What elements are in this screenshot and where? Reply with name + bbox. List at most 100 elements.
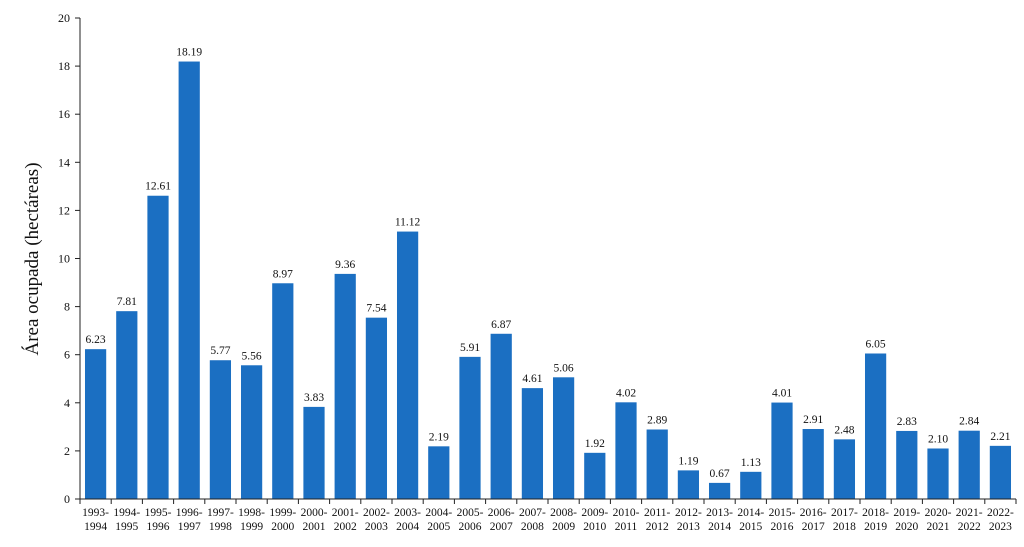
x-tick-label: 2004- 2005 <box>425 507 452 533</box>
bar-value-label: 2.84 <box>959 416 979 428</box>
x-tick-label-line: 2022- <box>987 507 1014 519</box>
x-tick-label: 2010- 2011 <box>613 507 640 533</box>
x-tick-label: 1999- 2000 <box>269 507 296 533</box>
bar <box>802 429 824 499</box>
x-tick-label-line: 2013- <box>706 507 733 519</box>
x-tick-label-line: 2007- <box>519 507 546 519</box>
bar <box>84 349 107 499</box>
x-tick-label-line: 2007 <box>490 521 513 533</box>
x-tick-label-line: 2015 <box>739 521 762 533</box>
bar <box>833 439 856 499</box>
x-tick-label: 2013- 2014 <box>706 507 733 533</box>
bar <box>178 61 200 500</box>
x-tick-label: 2016- 2017 <box>800 507 827 533</box>
bar-value-label: 2.21 <box>990 431 1010 443</box>
bar <box>927 448 949 499</box>
x-tick-label: 2003- 2004 <box>394 507 421 533</box>
x-tick-label-line: 2010- <box>613 507 640 519</box>
bar <box>771 402 793 499</box>
x-tick-label-line: 2018 <box>833 521 856 533</box>
x-tick-label-line: 2008- <box>550 507 577 519</box>
x-tick-label-line: 2013 <box>677 521 700 533</box>
x-tick-label: 2002- 2003 <box>363 507 390 533</box>
y-tick-label: 8 <box>64 300 70 314</box>
bar <box>303 406 325 499</box>
x-tick-label: 2019- 2020 <box>893 507 920 533</box>
bar-value-label: 1.92 <box>585 438 605 450</box>
x-tick-label-line: 2016 <box>771 521 794 533</box>
y-tick-label: 4 <box>64 396 70 410</box>
x-tick-label: 2021- 2022 <box>956 507 983 533</box>
x-tick-label: 1996- 1997 <box>176 507 203 533</box>
bar <box>459 356 481 499</box>
bar <box>334 273 356 499</box>
bar <box>521 388 544 499</box>
x-tick-label-line: 2018- <box>862 507 889 519</box>
bar-value-label: 5.77 <box>210 345 230 357</box>
bar-value-label: 18.19 <box>176 47 202 59</box>
x-tick-label: 2015- 2016 <box>769 507 796 533</box>
y-axis-label: Área ocupada (hectáreas) <box>21 162 43 355</box>
x-tick-label-line: 2009- <box>581 507 608 519</box>
bar-value-label: 6.87 <box>491 319 511 331</box>
x-tick-label-line: 2014- <box>737 507 764 519</box>
x-axis-ticks: 1993- 1994 1994- 1995 1995- 1996 1996- 1997 1997… <box>79 499 1017 533</box>
x-tick-label-line: 2008 <box>521 521 544 533</box>
bar <box>240 365 263 499</box>
bar-value-label: 1.19 <box>678 455 698 467</box>
bar <box>708 482 731 499</box>
bar <box>958 430 980 499</box>
x-tick-label-line: 2003- <box>394 507 421 519</box>
x-tick-label-line: 1997 <box>178 521 201 533</box>
x-tick-label-line: 2005- <box>457 507 484 519</box>
x-tick-label-line: 2017- <box>831 507 858 519</box>
bar <box>677 470 700 499</box>
bar <box>740 471 762 499</box>
x-tick-label-line: 2012 <box>646 521 669 533</box>
bar <box>989 445 1012 499</box>
x-tick-label-line: 2023 <box>989 521 1012 533</box>
x-tick-label-line: 1997- <box>207 507 234 519</box>
bar-value-label: 7.54 <box>366 303 386 315</box>
x-tick-label: 1997- 1998 <box>207 507 234 533</box>
x-tick-label-line: 1999 <box>240 521 263 533</box>
x-tick-label-line: 2002 <box>334 521 357 533</box>
x-tick-label: 2009- 2010 <box>581 507 608 533</box>
x-tick-label: 1993- 1994 <box>82 507 109 533</box>
x-tick-label: 2017- 2018 <box>831 507 858 533</box>
x-tick-label-line: 2006- <box>488 507 515 519</box>
y-tick-label: 12 <box>58 203 70 217</box>
x-tick-label: 2011- 2012 <box>644 507 671 533</box>
x-tick-label-line: 2017 <box>802 521 825 533</box>
bar <box>864 353 887 499</box>
x-tick-label-line: 2021 <box>927 521 950 533</box>
bar-value-label: 5.06 <box>554 362 574 374</box>
x-tick-label-line: 2004 <box>396 521 419 533</box>
x-tick-label-line: 2001 <box>303 521 326 533</box>
bar-value-label: 0.67 <box>710 468 730 480</box>
bar <box>272 283 294 499</box>
x-tick-label-line: 2000- <box>301 507 328 519</box>
x-tick-label-line: 1999- <box>269 507 296 519</box>
x-tick-label: 2014- 2015 <box>737 507 764 533</box>
x-tick-label-line: 2003 <box>365 521 388 533</box>
bar <box>584 452 606 499</box>
y-tick-label: 0 <box>64 492 70 506</box>
bar <box>896 430 918 499</box>
x-tick-label-line: 2021- <box>956 507 983 519</box>
bar <box>147 195 169 500</box>
bar-value-label: 2.19 <box>429 431 449 443</box>
x-tick-label: 1995- 1996 <box>145 507 172 533</box>
x-tick-label-line: 2020- <box>925 507 952 519</box>
x-tick-label-line: 2022 <box>958 521 981 533</box>
y-tick-label: 14 <box>58 155 70 169</box>
x-tick-label-line: 1998 <box>209 521 232 533</box>
x-tick-label: 1998- 1999 <box>238 507 265 533</box>
bar <box>490 333 512 499</box>
bar <box>646 429 668 499</box>
x-tick-label-line: 2015- <box>769 507 796 519</box>
x-tick-label: 2000- 2001 <box>301 507 328 533</box>
x-tick-label: 2006- 2007 <box>488 507 515 533</box>
bar-value-label: 12.61 <box>145 181 171 193</box>
bar-value-label: 3.83 <box>304 392 324 404</box>
